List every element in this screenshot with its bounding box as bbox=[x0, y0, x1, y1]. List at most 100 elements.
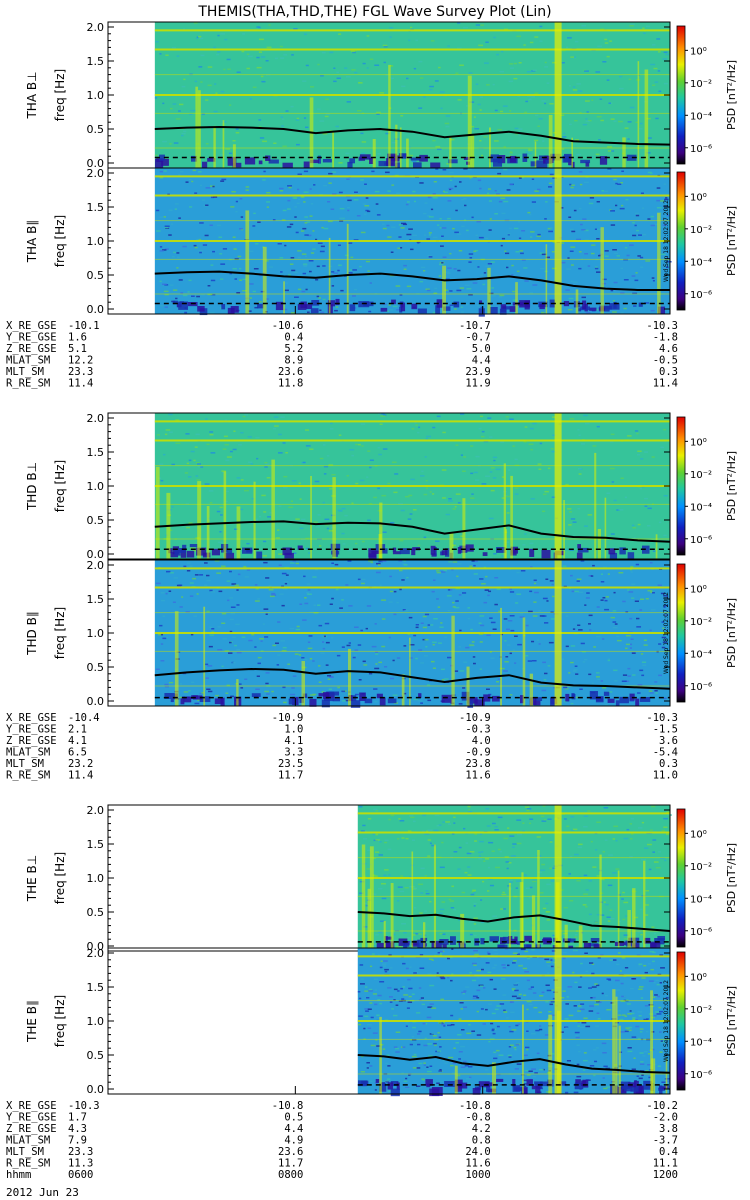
noise-speck bbox=[568, 873, 572, 875]
panel-label: THA B∥ bbox=[25, 220, 39, 264]
low-freq-band bbox=[227, 548, 233, 555]
noise-speck bbox=[216, 572, 221, 574]
ephemeris-value: -0.9 bbox=[465, 747, 490, 759]
noise-speck bbox=[369, 58, 374, 60]
noise-speck bbox=[609, 467, 615, 470]
noise-speck bbox=[518, 62, 522, 64]
noise-speck bbox=[390, 522, 395, 524]
noise-speck bbox=[506, 628, 510, 631]
broadband-spike bbox=[369, 846, 374, 951]
noise-speck bbox=[578, 468, 582, 470]
noise-speck bbox=[179, 606, 183, 608]
noise-speck bbox=[654, 681, 658, 683]
noise-speck bbox=[449, 252, 452, 255]
noise-speck bbox=[571, 230, 576, 233]
noise-speck bbox=[534, 139, 539, 142]
noise-speck bbox=[169, 143, 172, 145]
noise-speck bbox=[338, 434, 342, 436]
noise-speck bbox=[528, 443, 534, 446]
noise-speck bbox=[549, 103, 554, 105]
noise-speck bbox=[240, 687, 244, 689]
noise-speck bbox=[408, 616, 413, 619]
noise-speck bbox=[663, 205, 668, 207]
noise-speck bbox=[528, 988, 533, 990]
noise-speck bbox=[633, 305, 637, 307]
noise-speck bbox=[171, 506, 174, 508]
noise-speck bbox=[338, 33, 342, 35]
noise-speck bbox=[511, 1029, 517, 1031]
noise-speck bbox=[621, 680, 627, 682]
broadband-spike bbox=[301, 661, 306, 706]
low-freq-band bbox=[381, 548, 388, 554]
noise-speck bbox=[220, 263, 226, 265]
noise-speck bbox=[201, 113, 205, 115]
low-freq-band bbox=[487, 1088, 497, 1093]
noise-speck bbox=[339, 607, 343, 609]
low-freq-band bbox=[638, 302, 643, 307]
noise-speck bbox=[206, 443, 210, 446]
noise-speck bbox=[499, 70, 505, 73]
noise-speck bbox=[208, 690, 213, 693]
noise-speck bbox=[491, 1028, 495, 1031]
noise-speck bbox=[627, 589, 630, 591]
low-freq-band bbox=[168, 548, 173, 554]
noise-speck bbox=[561, 242, 565, 244]
noise-speck bbox=[665, 53, 669, 56]
noise-speck bbox=[570, 246, 576, 248]
noise-speck bbox=[500, 197, 506, 200]
noise-speck bbox=[480, 24, 484, 26]
noise-speck bbox=[541, 863, 545, 866]
noise-speck bbox=[567, 308, 573, 311]
noise-speck bbox=[433, 1042, 437, 1045]
broadband-spike bbox=[534, 141, 537, 168]
broadband-spike bbox=[198, 90, 201, 168]
noise-speck bbox=[230, 612, 236, 615]
noise-speck bbox=[194, 574, 199, 576]
ephemeris-label: MLAT_SM bbox=[6, 1135, 50, 1147]
noise-speck bbox=[339, 217, 344, 220]
y-tick-label: 1.5 bbox=[87, 446, 105, 459]
noise-speck bbox=[293, 28, 298, 30]
noise-speck bbox=[534, 582, 537, 585]
noise-speck bbox=[280, 271, 283, 273]
low-freq-band bbox=[288, 698, 297, 705]
noise-speck bbox=[388, 304, 392, 306]
ephemeris-value: 11.3 bbox=[68, 1158, 93, 1170]
noise-speck bbox=[222, 638, 227, 640]
noise-speck bbox=[293, 271, 298, 274]
noise-speck bbox=[229, 272, 233, 275]
broadband-spike bbox=[332, 132, 335, 168]
noise-speck bbox=[453, 1047, 456, 1049]
noise-speck bbox=[438, 1070, 443, 1072]
noise-speck bbox=[546, 961, 551, 963]
broadband-spike bbox=[612, 989, 616, 1094]
noise-speck bbox=[376, 1014, 380, 1016]
noise-speck bbox=[329, 603, 333, 605]
noise-speck bbox=[524, 1069, 530, 1072]
noise-speck bbox=[207, 84, 212, 87]
noise-speck bbox=[159, 250, 164, 252]
noise-speck bbox=[424, 456, 427, 458]
noise-speck bbox=[542, 661, 546, 664]
noise-speck bbox=[234, 278, 238, 280]
noise-speck bbox=[173, 577, 179, 579]
broadband-spike bbox=[564, 924, 568, 951]
noise-speck bbox=[643, 32, 646, 34]
ephemeris-value: 11.7 bbox=[278, 770, 303, 782]
noise-speck bbox=[253, 212, 256, 215]
ephemeris-label: R_RE_SM bbox=[6, 1158, 50, 1170]
low-freq-band bbox=[368, 548, 377, 558]
broadband-spike bbox=[236, 679, 239, 706]
noise-speck bbox=[190, 109, 195, 112]
noise-speck bbox=[450, 1064, 454, 1067]
noise-speck bbox=[327, 201, 331, 203]
noise-speck bbox=[610, 533, 615, 535]
noise-speck bbox=[485, 237, 489, 240]
ephemeris-value: 8.9 bbox=[284, 355, 303, 367]
noise-speck bbox=[429, 1065, 433, 1067]
noise-speck bbox=[439, 263, 444, 266]
noise-speck bbox=[216, 53, 220, 56]
noise-speck bbox=[514, 458, 518, 461]
low-freq-band bbox=[172, 300, 178, 305]
noise-speck bbox=[467, 805, 471, 808]
